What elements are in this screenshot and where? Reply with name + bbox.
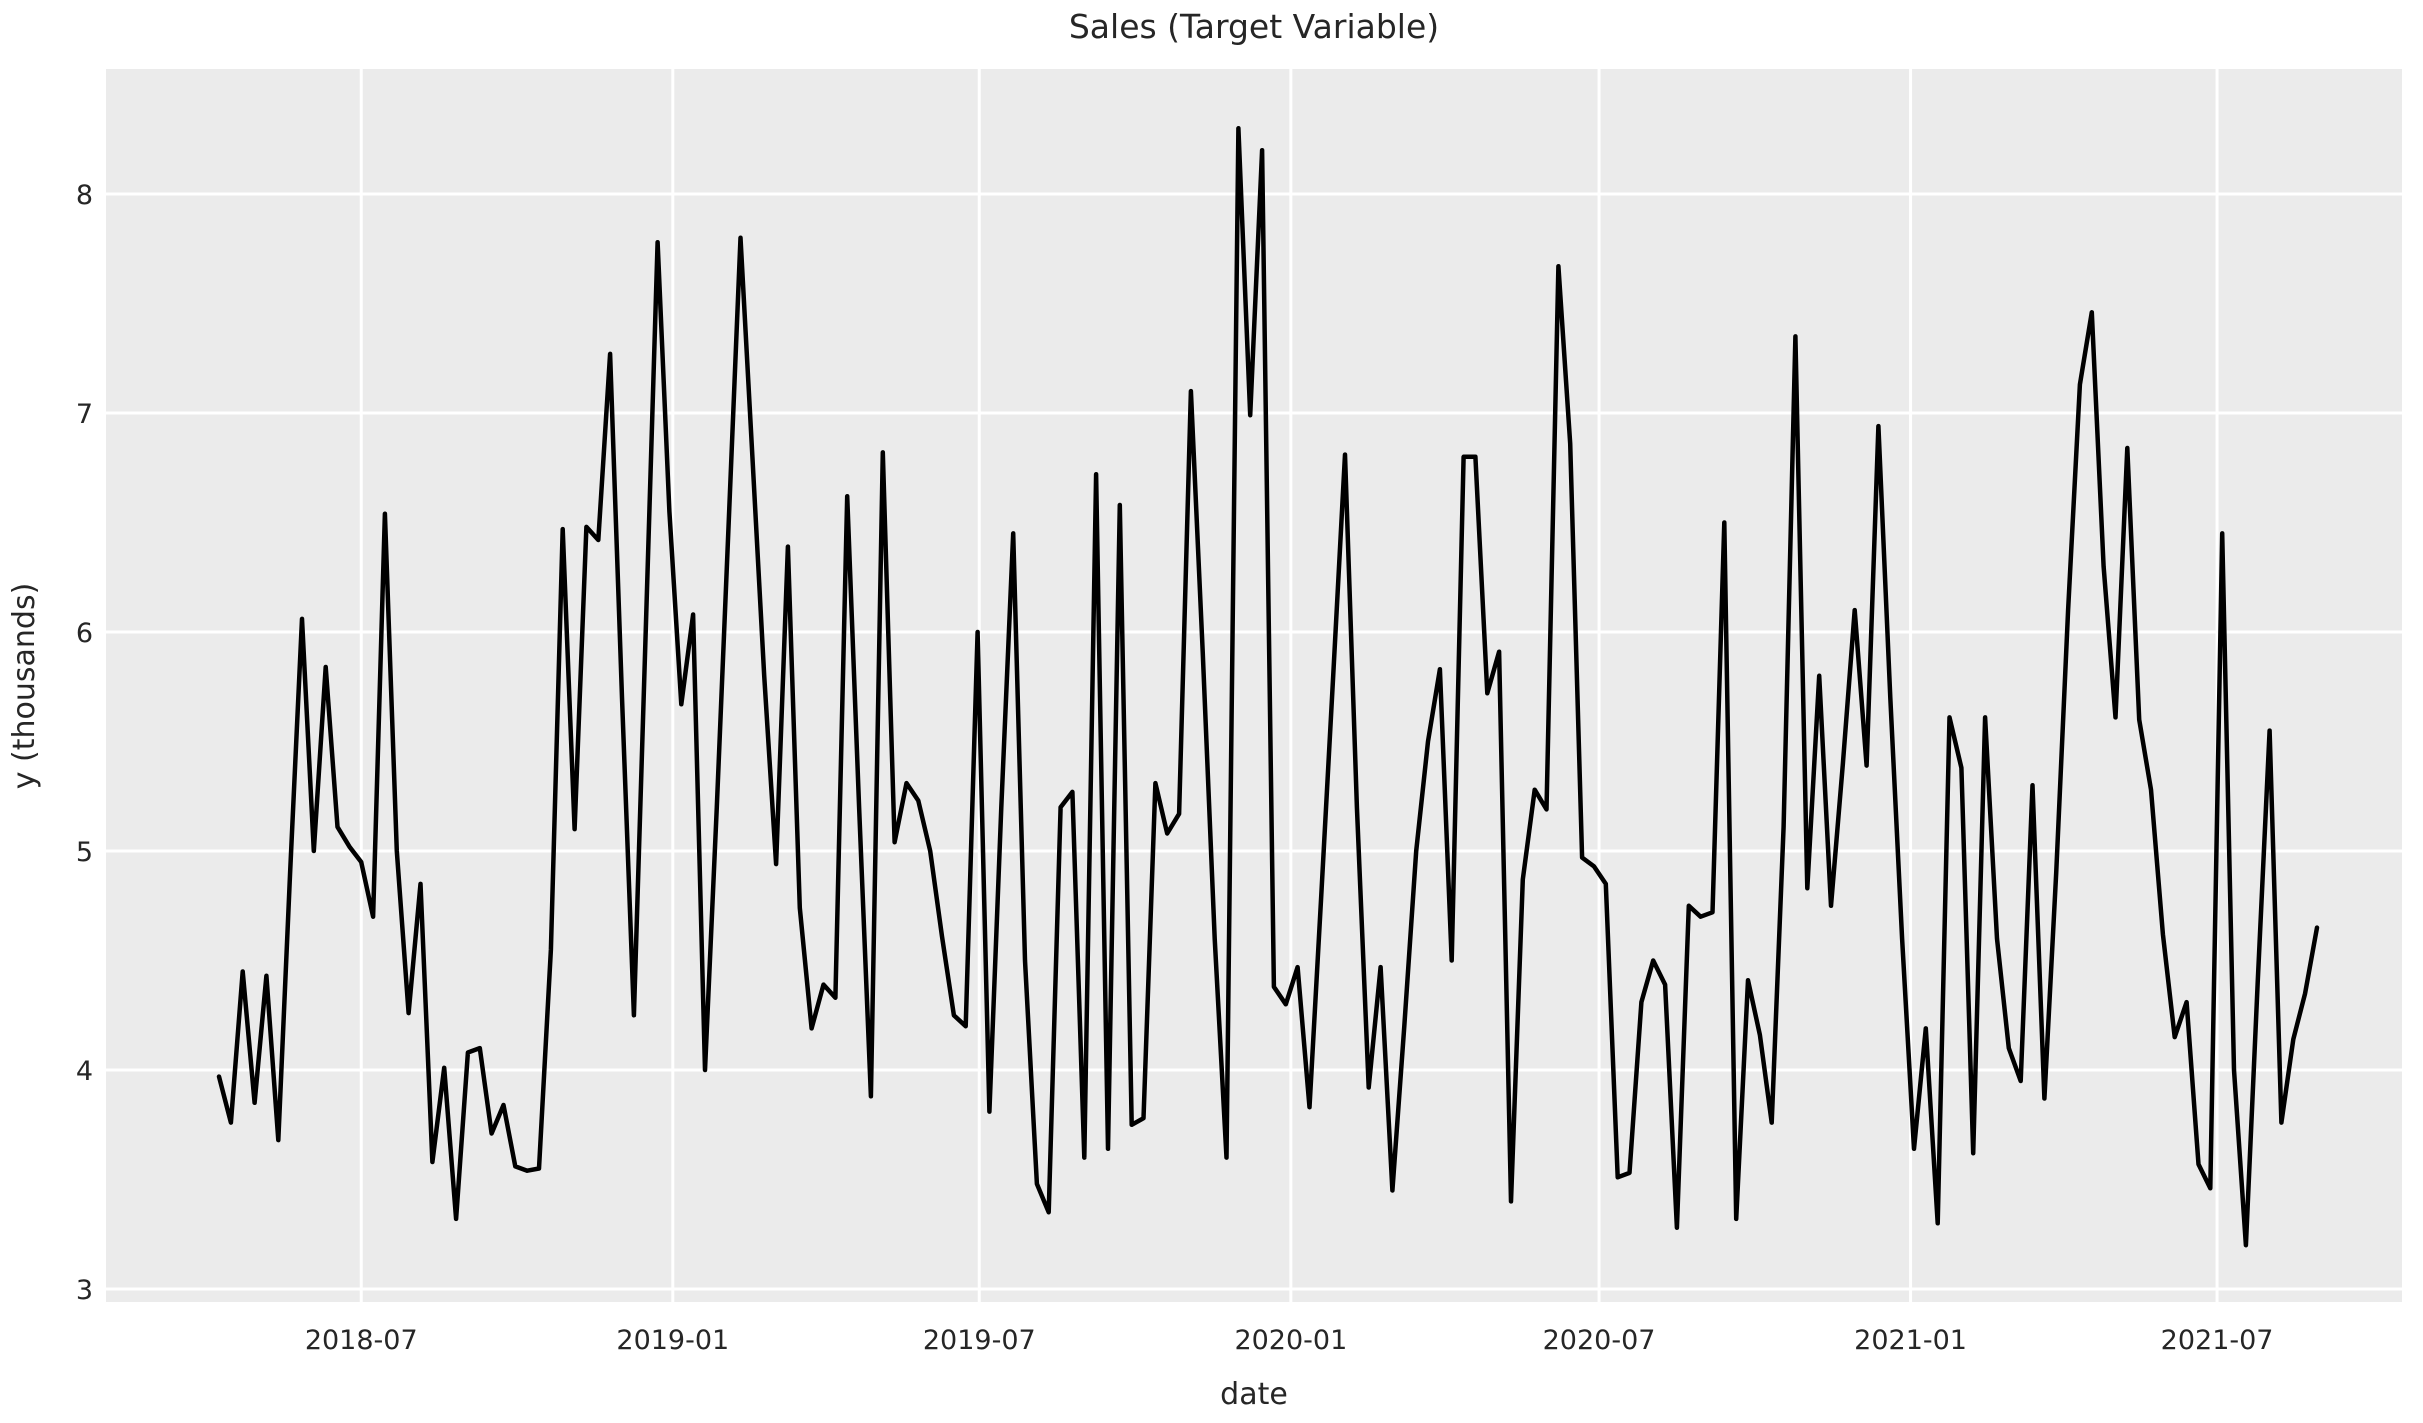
y-tick-label: 7 <box>76 399 93 430</box>
x-tick-label: 2021-01 <box>1854 1325 1967 1356</box>
x-tick-label: 2020-01 <box>1234 1325 1347 1356</box>
y-tick-label: 6 <box>76 618 93 649</box>
y-tick-label: 4 <box>76 1056 93 1087</box>
plot-area <box>106 69 2402 1302</box>
y-tick-label: 3 <box>76 1275 93 1306</box>
x-tick-label: 2020-07 <box>1543 1325 1656 1356</box>
x-tick-label: 2018-07 <box>305 1325 418 1356</box>
x-tick-label: 2021-07 <box>2161 1325 2274 1356</box>
sales-series-line <box>216 126 2320 1248</box>
y-tick-label: 5 <box>76 837 93 868</box>
y-tick-label: 8 <box>76 180 93 211</box>
y-axis-label: y (thousands) <box>7 583 42 790</box>
chart-title: Sales (Target Variable) <box>1069 7 1439 46</box>
x-tick-label: 2019-07 <box>923 1325 1036 1356</box>
x-axis-label: date <box>1220 1377 1288 1412</box>
x-tick-label: 2019-01 <box>616 1325 729 1356</box>
